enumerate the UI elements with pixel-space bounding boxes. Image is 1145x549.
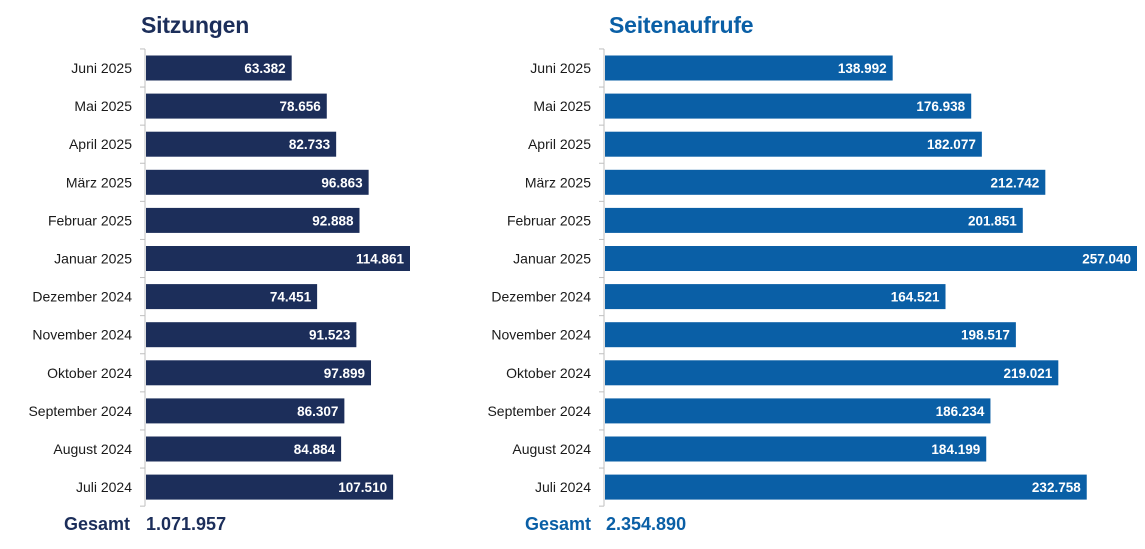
category-label: Juli 2024: [535, 479, 591, 495]
category-label: Juni 2025: [530, 60, 591, 76]
bar: [605, 322, 1016, 348]
pageviews-chart-title: Seitenaufrufe: [609, 12, 754, 38]
category-label: Dezember 2024: [491, 289, 591, 305]
category-label: August 2024: [512, 441, 591, 457]
category-label: April 2025: [69, 136, 132, 152]
category-label: November 2024: [491, 327, 591, 343]
bar-value-label: 78.656: [279, 99, 321, 114]
bar: [605, 246, 1137, 271]
bar: [605, 93, 972, 119]
bar-value-label: 138.992: [838, 61, 887, 76]
bar: [146, 55, 292, 81]
bar-value-label: 212.742: [991, 175, 1040, 190]
bar: [605, 207, 1023, 233]
bar-value-label: 201.851: [968, 213, 1017, 228]
bar-value-label: 184.199: [931, 442, 980, 457]
bar-value-label: 63.382: [244, 61, 285, 76]
category-label: Juni 2025: [71, 60, 132, 76]
bar-value-label: 86.307: [297, 404, 338, 419]
bar-value-label: 84.884: [294, 442, 336, 457]
sessions-chart-panel: Sitzungen Juni 2025 63.382 Mai 2025 78.656 A…: [0, 0, 560, 549]
bar-value-label: 198.517: [961, 328, 1010, 343]
bar-value-label: 97.899: [324, 366, 365, 381]
bar: [605, 169, 1046, 195]
bar-value-label: 82.733: [289, 137, 331, 152]
category-label: September 2024: [28, 403, 132, 419]
bar: [146, 322, 357, 348]
category-label: Februar 2025: [507, 212, 591, 228]
bar-value-label: 257.040: [1082, 252, 1131, 267]
pageviews-bar-chart: Juni 2025 138.992 Mai 2025 176.938 April 202…: [487, 48, 1137, 507]
bar: [605, 360, 1059, 386]
sessions-chart-title: Sitzungen: [141, 12, 250, 38]
bar: [146, 284, 318, 310]
bar: [146, 474, 394, 500]
category-label: April 2025: [528, 136, 591, 152]
category-label: Oktober 2024: [47, 365, 132, 381]
bar-value-label: 92.888: [312, 213, 354, 228]
bar-value-label: 164.521: [891, 290, 940, 305]
category-label: November 2024: [32, 327, 132, 343]
bar-value-label: 91.523: [309, 328, 351, 343]
bar: [605, 436, 987, 462]
category-label: Oktober 2024: [506, 365, 591, 381]
category-label: August 2024: [53, 441, 132, 457]
sessions-total-value: 1.071.957: [146, 514, 227, 534]
category-label: März 2025: [66, 174, 132, 190]
bar-value-label: 176.938: [916, 99, 965, 114]
pageviews-total-label: Gesamt: [524, 514, 591, 534]
bar: [146, 207, 360, 233]
pageviews-total-value: 2.354.890: [606, 514, 687, 534]
category-label: September 2024: [487, 403, 591, 419]
bar: [146, 436, 342, 462]
bar: [605, 131, 982, 157]
bar: [605, 55, 893, 81]
sessions-total-label: Gesamt: [63, 514, 130, 534]
bar: [605, 474, 1087, 500]
bar: [146, 93, 327, 119]
category-label: März 2025: [525, 174, 591, 190]
bar-value-label: 74.451: [270, 290, 312, 305]
bar: [146, 169, 369, 195]
bar-value-label: 96.863: [321, 175, 363, 190]
category-label: Februar 2025: [48, 212, 132, 228]
bar-value-label: 107.510: [338, 480, 387, 495]
bar: [605, 284, 946, 310]
bar: [146, 131, 337, 157]
category-label: Dezember 2024: [32, 289, 132, 305]
bar-value-label: 219.021: [1003, 366, 1052, 381]
pageviews-chart-panel: Seitenaufrufe Juni 2025 138.992 Mai 2025 17…: [460, 0, 1145, 549]
bar: [605, 398, 991, 424]
category-label: Januar 2025: [513, 251, 591, 267]
bar: [146, 398, 345, 424]
sessions-bar-chart: Juni 2025 63.382 Mai 2025 78.656 April 2025 8…: [28, 48, 410, 507]
category-label: Mai 2025: [74, 98, 132, 114]
category-label: Juli 2024: [76, 479, 132, 495]
bar-value-label: 114.861: [356, 252, 405, 267]
bar-value-label: 186.234: [936, 404, 985, 419]
bar: [146, 246, 410, 271]
bar: [146, 360, 372, 386]
category-label: Januar 2025: [54, 251, 132, 267]
bar-value-label: 182.077: [927, 137, 976, 152]
category-label: Mai 2025: [533, 98, 591, 114]
bar-value-label: 232.758: [1032, 480, 1081, 495]
